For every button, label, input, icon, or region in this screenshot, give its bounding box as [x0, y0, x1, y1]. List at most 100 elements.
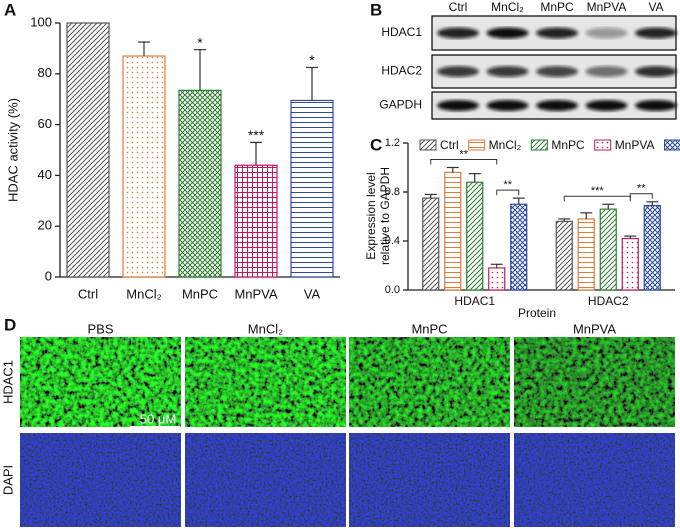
- error-bar: [446, 166, 459, 173]
- comparison-bracket: [496, 189, 520, 196]
- band: [635, 100, 677, 111]
- y-axis-label: HDAC activity (%): [5, 98, 20, 202]
- error-bar: [602, 203, 615, 210]
- error-bar: [306, 66, 318, 101]
- lane-label: MnPC: [540, 0, 574, 14]
- band: [536, 27, 578, 39]
- bar: [290, 99, 334, 278]
- row-label: DAPI: [0, 465, 15, 495]
- error-bar: [250, 141, 262, 166]
- error-bar: [424, 193, 437, 199]
- micrograph: [20, 337, 181, 427]
- lane-label: Ctrl: [449, 0, 468, 14]
- significance: ***: [248, 127, 265, 143]
- bar: [599, 208, 617, 291]
- legend-swatch: [530, 139, 548, 151]
- bar: [555, 220, 573, 291]
- significance: **: [503, 179, 512, 191]
- significance: *: [197, 34, 203, 50]
- row-label: HDAC2: [381, 64, 422, 78]
- x-tick-label: Ctrl: [78, 286, 98, 301]
- y-axis-label: Expression level: [364, 172, 378, 259]
- micrograph: [514, 337, 675, 427]
- column-label: MnPC: [411, 321, 447, 336]
- scale-bar-label: 50 μM: [140, 411, 176, 426]
- panel-label: C: [370, 135, 382, 154]
- x-axis-label: Protein: [518, 306, 556, 320]
- micrograph: [185, 337, 346, 427]
- comparison-bracket: [430, 159, 498, 165]
- lane-label: VA: [648, 0, 663, 14]
- lane-label: MnPVA: [587, 0, 627, 14]
- band: [635, 27, 677, 39]
- y-tick-label: 80: [38, 65, 52, 80]
- error-bar: [194, 49, 206, 91]
- micrograph: [349, 433, 510, 527]
- band: [536, 66, 578, 77]
- band: [437, 100, 479, 111]
- band: [635, 66, 677, 77]
- significance: ***: [591, 185, 605, 197]
- y-tick-label: 1.2: [385, 137, 400, 149]
- bar: [234, 164, 278, 278]
- row-label: HDAC1: [381, 25, 422, 39]
- bar: [621, 237, 639, 291]
- y-axis-label: relative to GAPDH: [378, 167, 392, 265]
- column-label: MnPVA: [573, 321, 616, 336]
- error-bar: [512, 197, 525, 205]
- legend-swatch: [594, 139, 612, 151]
- error-bar: [580, 212, 593, 219]
- significance: *: [309, 52, 315, 68]
- y-tick-label: 100: [30, 14, 52, 29]
- error-bar: [138, 41, 150, 57]
- panel-label: D: [4, 315, 16, 334]
- y-tick-label: 40: [38, 167, 52, 182]
- band: [486, 27, 529, 39]
- legend-swatch: [468, 139, 486, 151]
- significance: **: [459, 148, 468, 160]
- band: [486, 100, 529, 111]
- band: [585, 100, 628, 111]
- legend-label: MnCl₂: [489, 138, 522, 152]
- x-tick-label: HDAC2: [588, 294, 629, 308]
- error-bar: [490, 263, 503, 268]
- legend-swatch: [419, 139, 437, 151]
- legend-label: MnPVA: [615, 138, 655, 152]
- bar: [488, 267, 506, 291]
- row-label: GAPDH: [379, 98, 422, 112]
- error-bar: [558, 218, 571, 222]
- bar: [643, 204, 661, 291]
- y-tick-label: 0.4: [385, 235, 400, 247]
- column-label: PBS: [87, 321, 113, 336]
- micrograph: [514, 433, 675, 527]
- x-tick-label: MnPC: [182, 286, 218, 301]
- panel-label: B: [370, 0, 382, 19]
- micrograph: [185, 433, 346, 527]
- panel-label: A: [4, 0, 16, 19]
- band: [437, 27, 479, 39]
- y-tick-label: 0: [45, 268, 52, 283]
- y-tick-label: 0.0: [385, 284, 400, 296]
- error-bar: [468, 173, 481, 183]
- legend-label: MnPC: [551, 138, 585, 152]
- band: [585, 27, 628, 39]
- comparison-bracket: [629, 193, 653, 199]
- micrograph: [349, 337, 510, 427]
- legend-swatch: [663, 139, 680, 151]
- y-tick-label: 0.8: [385, 186, 400, 198]
- row-label: HDAC1: [0, 360, 15, 404]
- column-label: MnCl₂: [248, 321, 283, 336]
- x-tick-label: MnCl₂: [126, 286, 161, 301]
- band: [486, 66, 529, 77]
- y-tick-label: 60: [38, 116, 52, 131]
- bar: [422, 197, 440, 291]
- x-tick-label: MnPVA: [234, 286, 277, 301]
- error-bar: [624, 235, 637, 239]
- legend-label: Ctrl: [440, 138, 459, 152]
- significance: **: [637, 183, 646, 195]
- bar: [577, 218, 595, 291]
- error-bar: [646, 201, 659, 206]
- x-tick-label: VA: [304, 286, 321, 301]
